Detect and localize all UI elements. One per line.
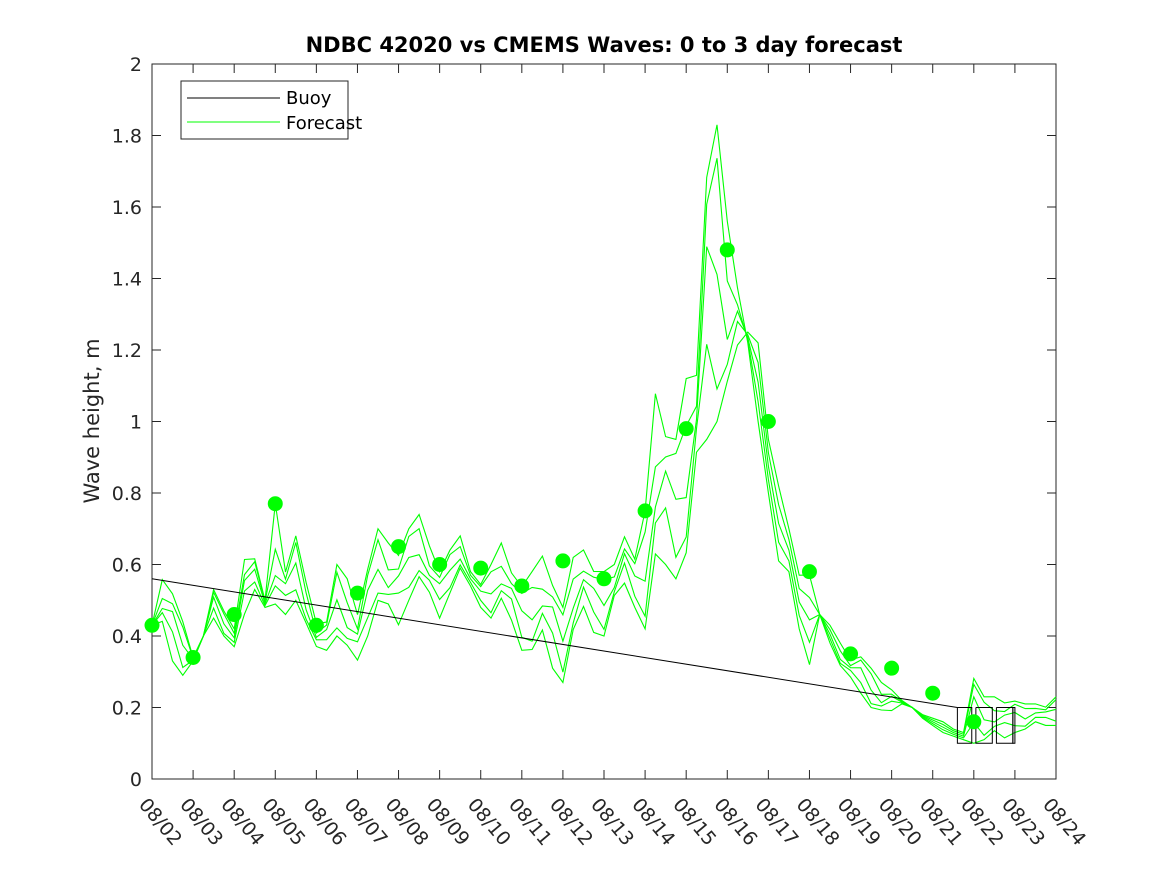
y-tick-label: 0.8 [112,483,142,505]
forecast-daily-point [678,421,694,437]
forecast-daily-point [843,646,859,662]
buoy-line [151,578,958,708]
y-axis-label: Wave height, m [80,338,104,503]
forecast-daily-point [801,564,817,580]
chart-title: NDBC 42020 vs CMEMS Waves: 0 to 3 day fo… [306,33,903,57]
forecast-daily-point [966,714,982,730]
forecast-daily-point [760,414,776,429]
legend-box [180,80,349,140]
legend: Buoy Forecast [180,80,362,140]
buoy-outage-segment [1012,707,1016,744]
forecast-daily-point [473,560,489,576]
forecast-daily-point [185,649,201,665]
forecast-daily-point [637,503,653,519]
y-tick-label: 2 [130,54,142,76]
axis-ticks [151,63,1057,780]
forecast-daily-point [391,539,407,555]
buoy-outage-segment [975,707,993,744]
forecast-daily-point [719,242,735,258]
forecast-daily-point [432,557,448,572]
legend-label-forecast: Forecast [286,113,362,134]
y-tick-label: 0.2 [112,698,142,720]
y-tick-label: 1 [130,412,142,434]
forecast-daily-point [555,553,571,569]
forecast-daily-point [514,578,530,594]
plot-area [151,63,1057,780]
y-tick-label: 0.6 [112,555,142,577]
y-tick-labels: 0 0.2 0.4 0.6 0.8 1 1.2 1.4 1.6 1.8 2 [112,54,142,791]
forecast-daily-point [925,685,941,701]
forecast-daily-point [267,496,283,512]
series-layer [144,124,1057,744]
forecast-daily-point [226,607,242,623]
forecast-daily-point [884,660,900,676]
forecast-daily-point [144,617,160,633]
legend-label-buoy: Buoy [286,88,332,109]
y-tick-label: 0 [130,769,142,791]
y-tick-label: 1.8 [112,126,142,148]
y-tick-label: 1.4 [112,269,142,291]
y-tick-label: 1.2 [112,340,142,362]
forecast-daily-point [349,585,365,601]
buoy-outage-segment [956,707,973,744]
y-tick-label: 0.4 [112,626,142,648]
y-tick-label: 1.6 [112,197,142,219]
forecast-daily-point [596,571,612,587]
forecast-daily-point [308,617,324,633]
